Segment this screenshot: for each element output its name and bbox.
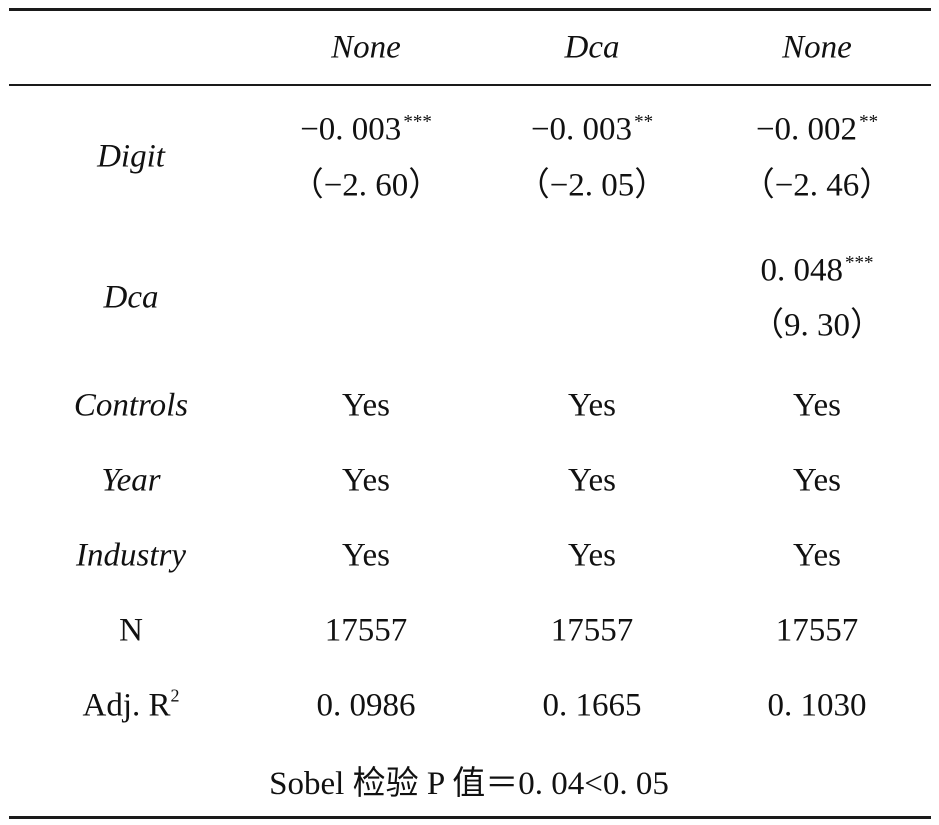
header-col4: None (782, 29, 852, 66)
year-col3: Yes (567, 462, 617, 499)
adjr2-col2: 0. 0986 (316, 687, 416, 724)
table-header-rule (9, 84, 931, 86)
digit-coef-col4: −0. 002 ** (755, 111, 879, 148)
header-col2: None (331, 29, 401, 66)
digit-coef-col2: −0. 003 *** (300, 111, 432, 148)
year-col2: Yes (341, 462, 391, 499)
row-label-year: Year (101, 462, 161, 499)
controls-col4: Yes (792, 387, 842, 424)
n-col4: 17557 (775, 612, 859, 649)
header-col3: Dca (564, 29, 620, 66)
n-col2: 17557 (324, 612, 408, 649)
controls-col2: Yes (341, 387, 391, 424)
digit-tstat-col3: （−2. 05） (516, 167, 668, 204)
industry-col4: Yes (792, 537, 842, 574)
row-label-n: N (119, 612, 143, 649)
digit-tstat-col2: （−2. 60） (290, 167, 442, 204)
dca-stars-col4: *** (845, 252, 874, 274)
row-label-digit: Digit (97, 138, 165, 175)
digit-coef-col3: −0. 003 ** (530, 111, 654, 148)
r2-superscript: 2 (170, 685, 180, 706)
table-top-rule (9, 8, 931, 11)
row-label-adj-r2: Adj. R2 (82, 685, 180, 724)
digit-stars-col3: ** (634, 111, 654, 133)
table-bottom-rule (9, 816, 931, 819)
dca-coef-col4: 0. 048 *** (760, 252, 874, 289)
industry-col2: Yes (341, 537, 391, 574)
row-label-controls: Controls (73, 387, 189, 424)
n-col3: 17557 (550, 612, 634, 649)
year-col4: Yes (792, 462, 842, 499)
row-label-industry: Industry (76, 537, 186, 574)
dca-tstat-col4: （9. 30） (751, 307, 883, 344)
row-label-dca: Dca (103, 279, 159, 316)
adjr2-col4: 0. 1030 (767, 687, 867, 724)
digit-tstat-col4: （−2. 46） (741, 167, 893, 204)
digit-stars-col2: *** (403, 111, 432, 133)
sobel-test-note: Sobel 检验 P 值＝0. 04<0. 05 (269, 766, 669, 802)
industry-col3: Yes (567, 537, 617, 574)
controls-col3: Yes (567, 387, 617, 424)
digit-stars-col4: ** (859, 111, 879, 133)
adjr2-col3: 0. 1665 (542, 687, 642, 724)
